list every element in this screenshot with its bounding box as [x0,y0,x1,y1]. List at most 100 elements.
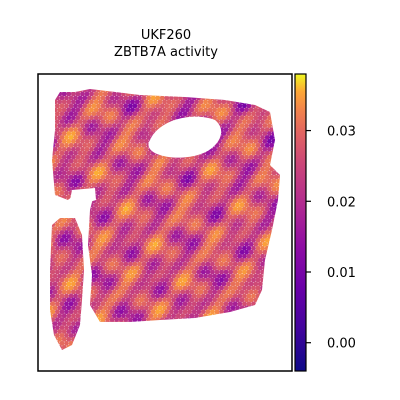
tissue-spot [226,178,231,184]
tissue-spot [228,246,234,251]
tissue-spot [137,293,142,299]
tissue-spot [232,269,238,275]
tissue-spot [203,178,209,184]
tissue-spot [155,95,161,101]
tissue-spot [269,127,275,132]
tissue-spot [216,226,222,232]
tissue-spot [253,131,259,136]
tissue-spot [146,269,152,275]
tissue-spot [155,238,161,243]
tissue-spot [125,297,131,303]
tissue-spot [150,190,156,196]
tissue-spot [182,103,188,109]
tissue-spot [127,309,133,315]
tissue-spot [123,206,129,212]
tissue-spot [212,242,218,247]
tissue-spot [61,131,67,136]
tissue-spot [96,143,101,148]
tissue-spot [230,281,236,287]
tissue-spot [244,218,250,224]
tissue-spot [50,301,56,307]
tissue-spot [52,154,58,160]
tissue-spot [242,182,247,188]
tissue-spot [178,158,183,164]
tissue-spot [125,305,131,311]
tissue-spot [125,178,131,184]
tissue-spot [130,226,136,232]
tissue-spot [107,281,113,287]
tissue-spot [194,249,199,255]
tissue-spot [239,186,245,192]
tissue-spot [146,158,152,164]
tissue-spot [127,206,133,212]
tissue-spot [75,107,81,113]
tissue-spot [52,249,58,255]
tissue-spot [150,174,156,180]
tissue-spot [182,230,188,235]
tissue-spot [102,107,108,113]
tissue-spot [173,190,179,196]
tissue-spot [118,190,124,196]
tissue-spot [93,178,99,184]
tissue-spot [71,218,76,224]
tissue-spot [166,257,172,263]
tissue-spot [112,123,117,128]
tissue-spot [150,301,156,307]
tissue-spot [189,305,195,311]
tissue-spot [267,226,272,232]
tissue-spot [226,297,231,303]
tissue-spot [127,95,133,101]
tissue-spot [159,277,165,283]
tissue-spot [98,178,104,184]
tissue-spot [244,139,250,144]
tissue-spot [169,285,174,291]
tissue-spot [175,162,181,168]
tissue-spot [91,166,97,172]
tissue-spot [123,190,129,196]
tissue-spot [205,174,211,180]
tissue-spot [125,139,131,144]
tissue-spot [226,154,231,160]
tissue-spot [244,210,250,216]
tissue-spot [100,230,106,235]
tissue-spot [173,198,179,204]
tissue-spot [157,218,163,224]
tissue-spot [109,143,115,148]
tissue-spot [169,190,174,196]
tissue-spot [169,261,174,267]
tissue-spot [114,222,120,228]
tissue-spot [73,309,78,315]
tissue-spot [214,150,220,156]
tissue-spot [153,123,158,128]
tissue-spot [105,190,110,196]
tissue-spot [159,246,165,251]
tissue-spot [239,194,245,200]
tissue-spot [137,246,142,251]
tissue-spot [223,206,229,212]
tissue-spot [68,111,74,117]
tissue-spot [132,301,138,307]
tissue-spot [141,293,147,299]
tissue-spot [123,95,129,101]
tissue-spot [255,198,261,204]
tissue-spot [235,242,240,247]
tissue-spot [221,249,227,255]
tissue-spot [200,174,206,180]
tissue-spot [187,301,193,307]
tissue-spot [139,154,145,160]
tissue-spot [210,293,215,299]
tissue-spot [50,265,53,271]
tissue-spot [71,162,76,168]
tissue-spot [52,162,58,168]
tissue-spot [141,150,147,156]
tissue-spot [228,277,234,283]
tissue-spot [253,257,259,263]
tissue-spot [121,289,126,295]
tissue-spot [226,281,231,287]
tissue-spot [180,210,186,216]
tissue-spot [107,210,113,216]
tissue-spot [210,198,215,204]
tissue-spot [50,305,53,311]
tissue-spot [139,123,145,128]
tissue-spot [198,234,204,239]
